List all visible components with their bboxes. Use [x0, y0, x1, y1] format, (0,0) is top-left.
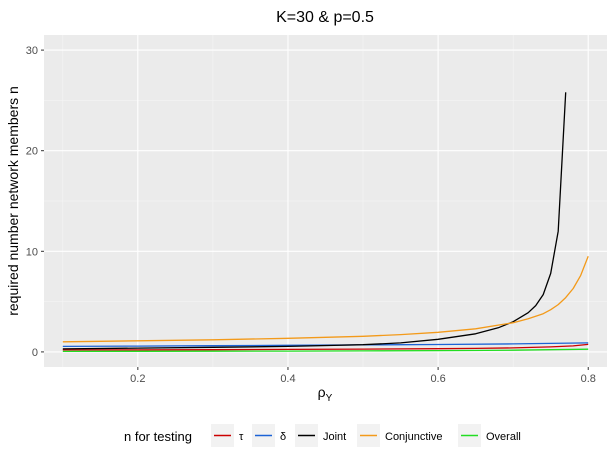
chart-title: K=30 & p=0.5	[276, 9, 374, 26]
x-tick-label: 0.6	[430, 373, 445, 385]
legend-label-overall: Overall	[486, 431, 521, 443]
series-line-tau	[62, 343, 589, 351]
legend-label-conjunctive: Conjunctive	[385, 431, 442, 443]
legend: n for testing τ δ Joint Conjunctive Overall	[124, 424, 521, 447]
x-axis-title: ρY	[318, 384, 333, 404]
y-axis-title: required number network members n	[5, 86, 21, 316]
x-axis-title-sub: Y	[326, 393, 333, 404]
y-tick-label: 0	[32, 347, 38, 359]
y-tick-label: 30	[26, 45, 38, 57]
series-line-conjunctive	[62, 256, 589, 343]
series-layer	[62, 92, 589, 353]
legend-label-delta: δ	[280, 431, 286, 443]
x-tick-label: 0.8	[581, 373, 596, 385]
y-tick-label: 20	[26, 146, 38, 158]
y-axis: 0 10 20 30	[26, 45, 44, 359]
x-axis: 0.2 0.4 0.6 0.8	[130, 367, 596, 385]
x-tick-label: 0.4	[280, 373, 295, 385]
minor-grid	[44, 35, 607, 367]
series-line-overall	[62, 348, 589, 353]
legend-title: n for testing	[124, 429, 192, 444]
y-tick-label: 10	[26, 246, 38, 258]
legend-label-joint: Joint	[323, 431, 346, 443]
series-line-joint	[62, 92, 567, 350]
x-axis-title-main: ρ	[318, 384, 326, 400]
x-tick-label: 0.2	[130, 373, 145, 385]
major-grid	[44, 35, 607, 367]
legend-label-tau: τ	[239, 431, 244, 443]
